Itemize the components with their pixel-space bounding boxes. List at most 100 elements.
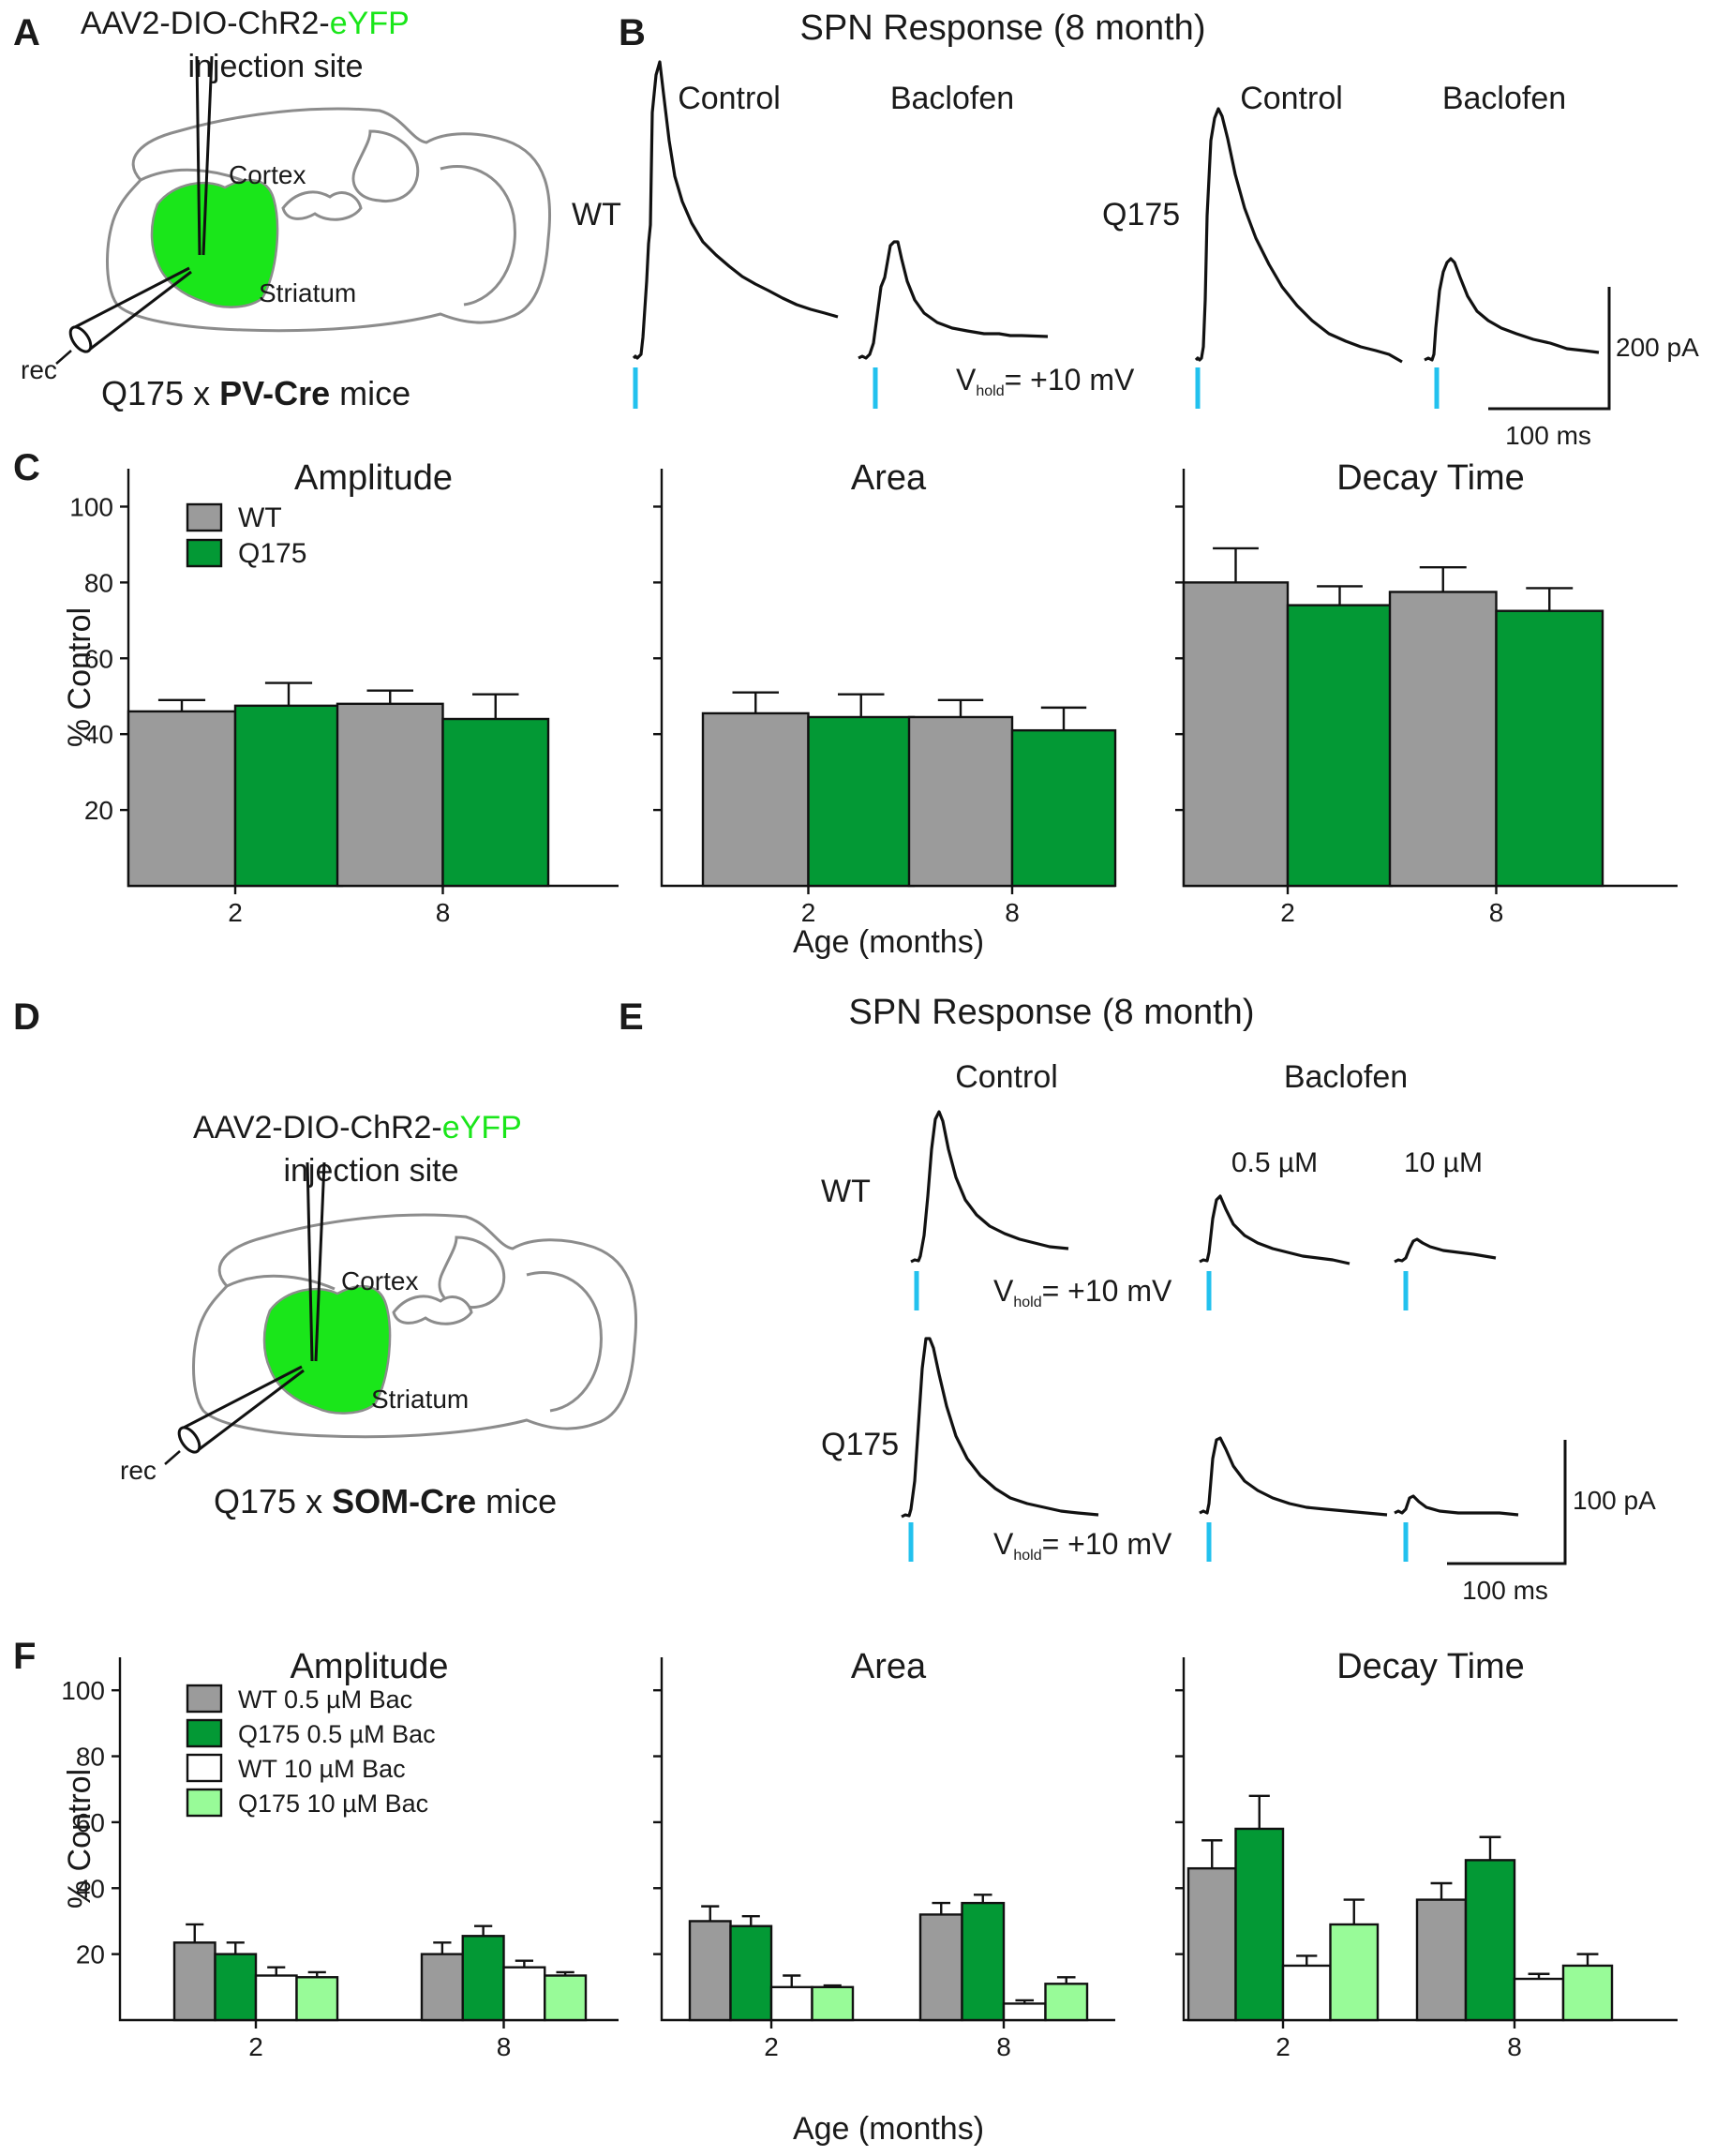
e-q175-row-label: Q175 (821, 1427, 899, 1462)
panel-c-errorbar-amplitude-q175-8 (472, 693, 519, 719)
panel-b: B SPN Response (8 month) Control Baclofe… (572, 8, 1699, 450)
vhold-label: Vhold= +10 mV (956, 363, 1135, 399)
panel-c-title-decay-time: Decay Time (1336, 458, 1525, 498)
vhold-label-e-q175: Vhold= +10 mV (993, 1527, 1172, 1564)
mouse-line-label-d: Q175 x SOM-Cre mice (214, 1482, 557, 1520)
panel-f-title-decay-time: Decay Time (1336, 1647, 1525, 1686)
trace-q175-control (1194, 107, 1403, 364)
panel-c-errorbar-area-wt-8 (937, 698, 984, 717)
panel-f-bar-decay-time-wt-0-5-m-bac-2 (1186, 1866, 1237, 2022)
wt-row-label: WT (572, 197, 621, 232)
trace-e-q175-10 (1394, 1494, 1519, 1517)
recording-pipette (68, 266, 192, 353)
panel-c-xtick-label-amplitude-8: 8 (436, 898, 451, 927)
panel-f-errorbar-amplitude-q175-0-5-m-bac-2 (226, 1941, 245, 1954)
eyfp-text-d: eYFP (442, 1110, 522, 1145)
trace-e-q175-05 (1199, 1436, 1388, 1517)
virus-label: AAV2-DIO-ChR2-eYFP (81, 6, 410, 41)
panel-f-legend-swatch-q175-10-m-bac (186, 1788, 223, 1818)
panel-c-legend-label-wt: WT (238, 502, 282, 533)
panel-e-title: SPN Response (8 month) (849, 993, 1255, 1032)
vhold-label-e-wt: Vhold= +10 mV (993, 1274, 1172, 1310)
panel-f-errorbar-decay-time-q175-10-m-bac-8 (1576, 1953, 1599, 1966)
panel-f-legend-label-q175-10-m-bac: Q175 10 µM Bac (238, 1789, 428, 1818)
eyfp-text: eYFP (330, 6, 410, 41)
panel-c-ytick-label-40: 40 (84, 720, 113, 749)
panel-f-errorbar-area-wt-10-m-bac-2 (783, 1974, 801, 1987)
panel-f-errorbar-amplitude-q175-10-m-bac-8 (556, 1970, 574, 1976)
panel-f-errorbar-amplitude-wt-0-5-m-bac-2 (186, 1923, 204, 1943)
panel-f-bar-area-wt-10-m-bac-2 (769, 1985, 813, 2022)
panel-f-bar-area-q175-10-m-bac-8 (1044, 1983, 1089, 2022)
panel-c-subplot-area: Area 2 8 (653, 458, 1117, 927)
panel-c-subplot-amplitude: 20 40 60 80 100 Amplitude 2 8 (69, 458, 619, 927)
panel-f-bar-amplitude-wt-10-m-bac-2 (254, 1974, 298, 2022)
panel-c-legend-swatch-wt (186, 502, 223, 532)
panel-c-ytick-label-80: 80 (84, 568, 113, 597)
panel-c-legend-swatch-q175 (186, 538, 223, 568)
panel-c-ylabel: % Control (62, 607, 97, 747)
injection-needle-d (306, 1161, 326, 1362)
panel-c-bar-area-q175-8 (1010, 728, 1117, 888)
scale-x-label: 100 ms (1505, 421, 1591, 450)
panel-f-errorbar-area-q175-0-5-m-bac-8 (973, 1894, 992, 1904)
panel-f-bar-amplitude-q175-0-5-m-bac-8 (461, 1935, 505, 2022)
panel-c-errorbar-decay-time-wt-2 (1213, 546, 1259, 583)
virus-label-d: AAV2-DIO-ChR2-eYFP (193, 1110, 522, 1145)
panel-c-xtick-label-amplitude-2: 2 (228, 898, 243, 927)
panel-f-xtick-label-area-8: 8 (996, 2032, 1011, 2061)
rec-label-d: rec (120, 1456, 157, 1485)
panel-f-bar-amplitude-wt-0-5-m-bac-2 (172, 1941, 216, 2022)
scale-x-label-e: 100 ms (1462, 1576, 1548, 1605)
panel-f-errorbar-amplitude-q175-10-m-bac-2 (307, 1970, 326, 1978)
injection-site-label: injection site (187, 49, 363, 84)
scale-y-label: 200 pA (1616, 333, 1699, 362)
panel-c-errorbar-area-wt-2 (732, 691, 779, 713)
panel-label-a: A (13, 12, 40, 53)
panel-c-ytick-label-100: 100 (69, 492, 113, 521)
trace-e-wt-05 (1199, 1194, 1350, 1265)
panel-label-b: B (619, 12, 646, 53)
panel-c-bar-decay-time-q175-8 (1495, 609, 1604, 888)
panel-c-bar-decay-time-wt-2 (1182, 581, 1290, 888)
panel-a: A AAV2-DIO-ChR2-eYFP injection site Cort… (13, 6, 552, 412)
striatum-region (150, 178, 279, 308)
panel-f-legend-label-q175-0-5-m-bac: Q175 0.5 µM Bac (238, 1720, 436, 1748)
panel-c-bar-amplitude-q175-8 (441, 717, 550, 888)
panel-f-title-area: Area (851, 1647, 927, 1686)
panel-f-ytick-label-40: 40 (76, 1874, 105, 1903)
panel-f-bar-amplitude-wt-10-m-bac-8 (502, 1966, 546, 2022)
e-baclofen-label: Baclofen (1284, 1059, 1408, 1095)
panel-c-bar-amplitude-wt-2 (127, 710, 237, 888)
panel-c-bar-area-q175-2 (807, 715, 916, 888)
panel-f-errorbar-amplitude-wt-10-m-bac-2 (267, 1966, 286, 1976)
wt-baclofen-label: Baclofen (890, 81, 1014, 116)
panel-f-errorbar-decay-time-wt-0-5-m-bac-2 (1201, 1839, 1223, 1869)
panel-f-errorbar-decay-time-wt-0-5-m-bac-8 (1430, 1881, 1453, 1900)
panel-f-ytick-label-60: 60 (76, 1808, 105, 1837)
panel-e: E SPN Response (8 month) Control Baclofe… (619, 993, 1656, 1605)
panel-f-errorbar-amplitude-wt-0-5-m-bac-8 (433, 1941, 452, 1954)
rec-label: rec (21, 355, 57, 384)
panel-c-bar-decay-time-wt-8 (1388, 591, 1498, 888)
trace-e-q175-control (901, 1337, 1099, 1519)
cortex-label-d: Cortex (341, 1266, 418, 1295)
panel-f-errorbar-area-q175-0-5-m-bac-2 (741, 1914, 760, 1926)
striatum-label: Striatum (259, 278, 356, 307)
panel-c-errorbar-amplitude-wt-8 (366, 689, 413, 704)
panel-c-errorbar-amplitude-wt-2 (157, 698, 206, 711)
q175-baclofen-label: Baclofen (1442, 81, 1566, 116)
panel-c-legend-label-q175: Q175 (238, 538, 306, 569)
panel-f-bar-decay-time-wt-10-m-bac-8 (1513, 1977, 1565, 2022)
panel-f-bar-decay-time-q175-10-m-bac-2 (1329, 1923, 1380, 2022)
panel-c-bar-amplitude-q175-2 (233, 704, 344, 888)
panel-c-xtick-label-area-2: 2 (801, 898, 816, 927)
panel-f-legend-label-wt-0-5-m-bac: WT 0.5 µM Bac (238, 1685, 412, 1714)
panel-f-errorbar-area-wt-10-m-bac-8 (1015, 1999, 1035, 2004)
scale-y-label-e: 100 pA (1573, 1486, 1656, 1515)
panel-c-errorbar-decay-time-wt-8 (1419, 565, 1467, 592)
panel-c-xlabel: Age (months) (793, 924, 984, 960)
panel-f-bar-area-q175-0-5-m-bac-2 (729, 1924, 773, 2022)
panel-f-xtick-label-amplitude-2: 2 (248, 2032, 263, 2061)
